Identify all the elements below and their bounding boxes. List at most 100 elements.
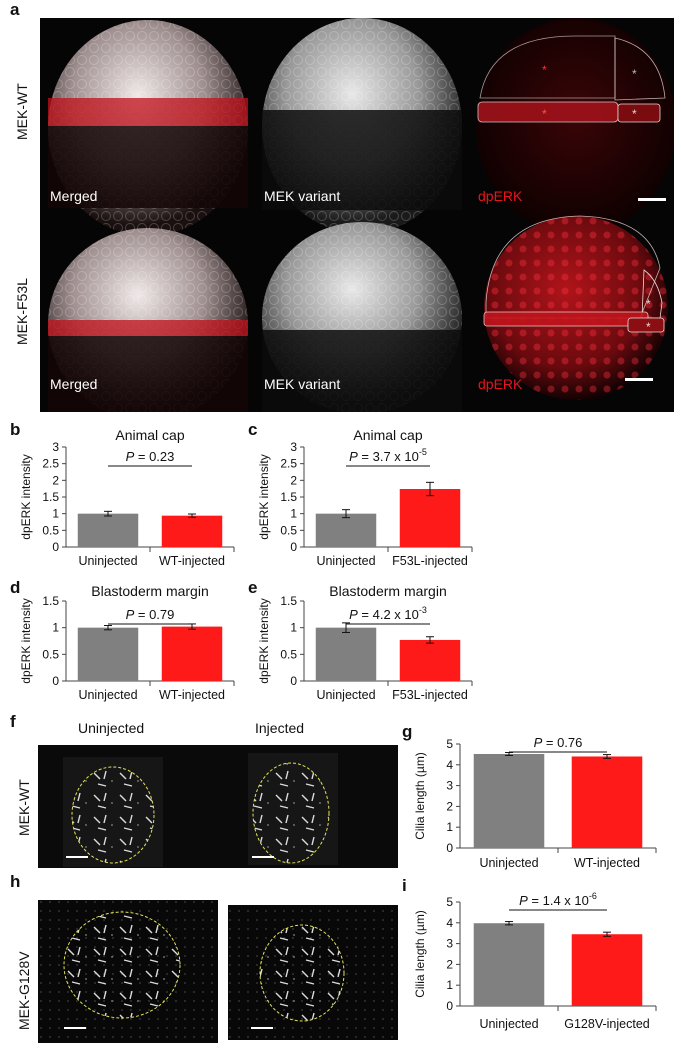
y-tick-label: 2 — [446, 799, 453, 813]
bar-uninjected — [473, 923, 545, 1006]
svg-text:*: * — [632, 107, 637, 121]
f-uninjected-image — [38, 745, 218, 868]
svg-text:*: * — [542, 107, 547, 121]
wt-dperk-image: * * * * — [476, 18, 676, 234]
y-tick-label: 0.5 — [280, 523, 297, 537]
chart-d: 0 0.5 1 1.5 dpERK intensity Blastoderm margin… — [19, 583, 235, 702]
f53l-mek-image — [262, 222, 462, 414]
category-label: WT-injected — [159, 554, 225, 568]
y-tick-label: 1 — [290, 507, 297, 521]
scale-bar-f53l — [625, 378, 653, 381]
y-tick-label: 4 — [446, 916, 453, 930]
bar-uninjected — [77, 627, 139, 681]
header-uninjected: Uninjected — [78, 720, 145, 736]
y-tick-label: 0.5 — [42, 647, 59, 661]
y-tick-label: 1 — [446, 820, 453, 834]
p-value-annotation: P = 0.23 — [126, 449, 175, 464]
category-label: F53L-injected — [392, 554, 468, 568]
chart-title: Animal cap — [115, 427, 184, 443]
h-uninjected-image — [38, 900, 218, 1043]
chart-e: 0 0.5 1 1.5 dpERK intensity Blastoderm margin… — [257, 583, 473, 702]
p-value-annotation: P = 3.7 x 10-5 — [349, 447, 427, 464]
panel-label-e: e — [248, 578, 258, 597]
header-injected: Injected — [255, 720, 305, 736]
microscopy-panel-a: * * * * * * Merged MEK variant — [40, 18, 676, 420]
bar-f53l-injected — [399, 639, 461, 681]
category-label: Uninjected — [479, 856, 538, 870]
p-value-annotation: P = 1.4 x 10-6 — [519, 891, 597, 908]
chart-title: Blastoderm margin — [329, 583, 447, 599]
chart-title: Animal cap — [353, 427, 422, 443]
y-tick-label: 0 — [290, 674, 297, 688]
scale-bar-wt — [638, 198, 666, 201]
bar-f53l-injected — [399, 489, 461, 547]
category-label: WT-injected — [159, 688, 225, 702]
y-tick-label: 1 — [446, 978, 453, 992]
y-tick-label: 2 — [446, 957, 453, 971]
row-label-mek-wt: MEK-WT — [14, 83, 30, 140]
p-value-annotation: P = 4.2 x 10-3 — [349, 605, 427, 622]
panel-label-f: f — [10, 712, 16, 731]
panel-label-a: a — [10, 0, 20, 19]
panel-label-b: b — [10, 420, 21, 439]
y-tick-label: 0 — [52, 674, 59, 688]
y-tick-label: 0 — [446, 841, 453, 855]
category-label: Uninjected — [316, 554, 375, 568]
y-tick-label: 0 — [52, 540, 59, 554]
panel-label-d: d — [10, 578, 21, 597]
y-axis-label: Cilia length (µm) — [413, 910, 427, 998]
y-tick-label: 1 — [290, 621, 297, 635]
y-tick-label: 3 — [290, 440, 297, 454]
y-tick-label: 2.5 — [42, 457, 59, 471]
caption-mek-wt: MEK variant — [264, 188, 341, 204]
y-tick-label: 4 — [446, 758, 453, 772]
row-label-mek-f53l: MEK-F53L — [14, 278, 30, 345]
y-tick-label: 3 — [52, 440, 59, 454]
svg-text:*: * — [646, 320, 651, 334]
y-tick-label: 5 — [446, 895, 453, 909]
y-tick-label: 1 — [52, 507, 59, 521]
f-injected-image — [218, 745, 398, 868]
bar-uninjected — [315, 513, 377, 547]
y-tick-label: 1.5 — [42, 490, 59, 504]
y-tick-label: 3 — [446, 779, 453, 793]
svg-text:*: * — [632, 67, 637, 81]
caption-merged-f53l: Merged — [50, 376, 98, 392]
row-label-h: MEK-G128V — [16, 951, 32, 1030]
y-axis-label: dpERK intensity — [19, 454, 33, 539]
caption-dperk-f53l: dpERK — [478, 376, 523, 392]
y-tick-label: 3 — [446, 937, 453, 951]
bar-g128v-injected — [571, 934, 643, 1006]
y-tick-label: 1.5 — [280, 594, 297, 608]
bar-wt-injected — [161, 515, 223, 547]
category-label: WT-injected — [574, 856, 640, 870]
y-tick-label: 5 — [446, 737, 453, 751]
caption-dperk-wt: dpERK — [478, 188, 523, 204]
category-label: Uninjected — [78, 688, 137, 702]
row-label-f: MEK-WT — [16, 779, 32, 836]
y-tick-label: 0 — [290, 540, 297, 554]
y-tick-label: 2 — [290, 473, 297, 487]
bar-uninjected — [315, 627, 377, 681]
category-label: G128V-injected — [564, 1017, 650, 1031]
y-tick-label: 0.5 — [42, 523, 59, 537]
caption-mek-f53l: MEK variant — [264, 376, 341, 392]
wt-mek-image — [262, 18, 462, 234]
bar-uninjected — [473, 753, 545, 848]
wt-merged-image — [48, 20, 248, 236]
y-axis-label: dpERK intensity — [257, 454, 271, 539]
chart-c: 0 0.5 1 1.5 2 2.5 3 dpERK intensity Animal cap Un… — [257, 427, 473, 568]
y-axis-label: dpERK intensity — [257, 598, 271, 683]
y-tick-label: 0.5 — [280, 647, 297, 661]
y-tick-label: 2 — [52, 473, 59, 487]
y-axis-label: Cilia length (µm) — [413, 752, 427, 840]
y-tick-label: 0 — [446, 999, 453, 1013]
microscopy-images: * * * * * * — [48, 18, 676, 420]
y-axis-label: dpERK intensity — [19, 598, 33, 683]
svg-text:*: * — [542, 63, 547, 77]
f53l-dperk-image: * * — [483, 215, 668, 400]
y-tick-label: 1.5 — [42, 594, 59, 608]
chart-g: 0 1 2 3 4 5 Cilia length (µm) Uninjected WT-inje… — [413, 735, 657, 870]
bar-wt-injected — [571, 756, 643, 848]
chart-title: Blastoderm margin — [91, 583, 209, 599]
